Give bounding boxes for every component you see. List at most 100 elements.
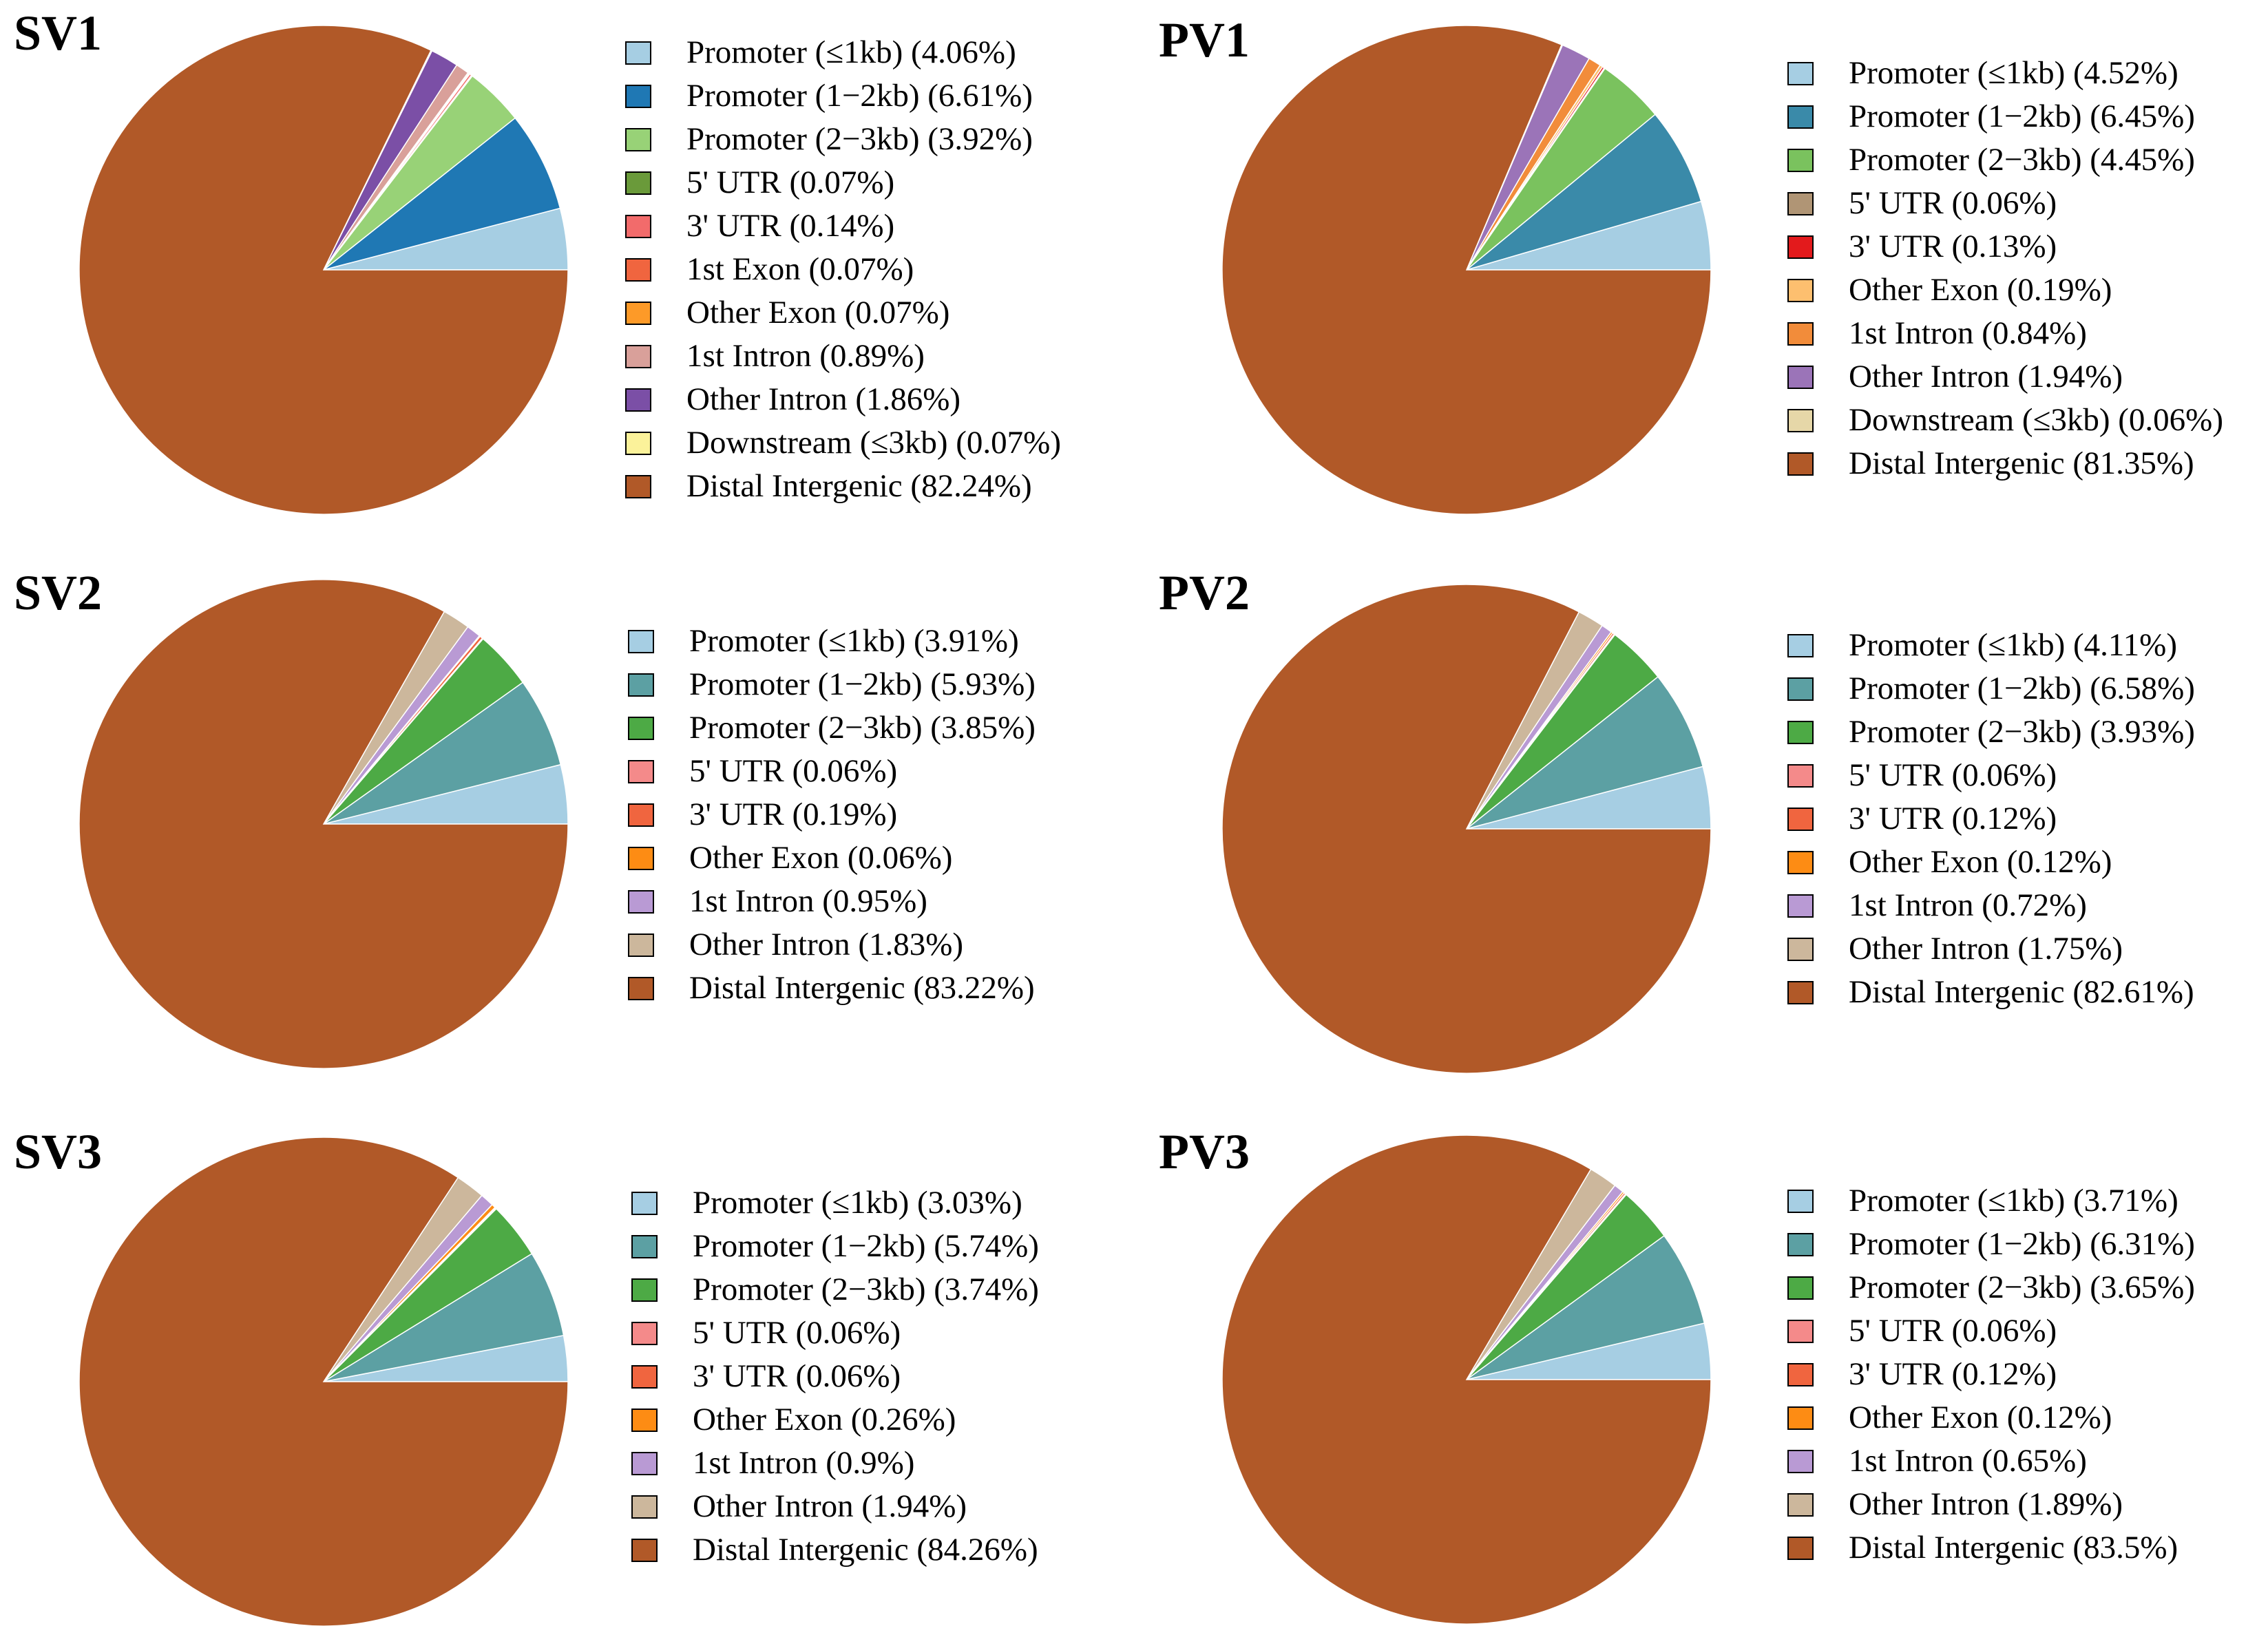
- pie-slices: [78, 25, 569, 515]
- legend-label: Distal Intergenic (84.26%): [693, 1532, 1038, 1568]
- legend-label: 1st Intron (0.65%): [1849, 1443, 2087, 1479]
- legend-item: Promoter (1−2kb) (6.45%): [1787, 98, 2195, 134]
- legend-swatch: [1787, 1493, 1814, 1517]
- legend-label: 5' UTR (0.06%): [693, 1315, 901, 1351]
- pie-slice: [323, 682, 562, 825]
- pie-slice: [1221, 584, 1712, 1074]
- legend-label: Promoter (≤1kb) (3.03%): [693, 1185, 1022, 1221]
- legend-label: 5' UTR (0.07%): [686, 165, 894, 200]
- legend: Promoter (≤1kb) (3.91%) Promoter (1−2kb) …: [628, 623, 1036, 1006]
- legend-item: Distal Intergenic (83.5%): [1787, 1530, 2178, 1565]
- legend-item: Distal Intergenic (84.26%): [631, 1532, 1038, 1568]
- legend-swatch: [1787, 938, 1814, 961]
- legend-item: Distal Intergenic (81.35%): [1787, 445, 2194, 481]
- legend-item: Other Intron (1.94%): [1787, 359, 2123, 394]
- panel-title: SV1: [14, 6, 102, 61]
- legend-swatch: [628, 803, 654, 827]
- pie-slice: [323, 1253, 565, 1382]
- legend-label: 1st Intron (0.9%): [693, 1445, 914, 1481]
- legend-item: Promoter (2−3kb) (3.74%): [631, 1272, 1039, 1307]
- legend-item: 1st Intron (0.65%): [1787, 1443, 2087, 1479]
- legend-label: Promoter (2−3kb) (3.65%): [1849, 1269, 2195, 1305]
- legend-swatch: [1787, 1276, 1814, 1300]
- legend-item: 3' UTR (0.14%): [625, 208, 894, 244]
- legend-swatch: [631, 1278, 658, 1302]
- panel-title: PV1: [1159, 12, 1250, 67]
- pie-slice: [78, 1137, 569, 1627]
- legend-swatch: [628, 673, 654, 697]
- legend-swatch: [628, 977, 654, 1000]
- legend-swatch: [1787, 366, 1814, 389]
- legend-label: Downstream (≤3kb) (0.06%): [1849, 402, 2223, 438]
- legend-item: Promoter (≤1kb) (4.11%): [1787, 627, 2177, 663]
- legend-label: Promoter (≤1kb) (3.71%): [1849, 1183, 2178, 1219]
- legend-swatch: [1787, 105, 1814, 129]
- legend-item: Other Exon (0.12%): [1787, 1400, 2112, 1435]
- legend-item: 5' UTR (0.06%): [631, 1315, 901, 1351]
- legend-swatch: [625, 215, 651, 238]
- legend-swatch: [631, 1365, 658, 1389]
- legend-swatch: [625, 258, 651, 282]
- panel-title: SV2: [14, 565, 102, 620]
- legend-label: Promoter (1−2kb) (5.74%): [693, 1228, 1039, 1264]
- pie-slices: [1221, 1135, 1712, 1625]
- legend-label: Promoter (2−3kb) (3.74%): [693, 1272, 1039, 1307]
- legend-label: 3' UTR (0.06%): [693, 1358, 901, 1394]
- legend-item: Promoter (≤1kb) (4.52%): [1787, 55, 2178, 91]
- legend-label: Other Exon (0.06%): [689, 840, 952, 876]
- legend-label: Promoter (2−3kb) (3.85%): [689, 710, 1036, 746]
- legend-swatch: [1787, 1450, 1814, 1473]
- legend-item: Other Exon (0.12%): [1787, 844, 2112, 880]
- legend-label: Promoter (≤1kb) (4.52%): [1849, 55, 2178, 91]
- legend-swatch: [625, 432, 651, 455]
- legend-swatch: [1787, 149, 1814, 172]
- legend-swatch: [628, 760, 654, 783]
- panel-title: PV2: [1159, 565, 1250, 620]
- legend-item: Distal Intergenic (82.24%): [625, 468, 1032, 504]
- legend-swatch: [1787, 279, 1814, 302]
- legend-label: Other Exon (0.12%): [1849, 1400, 2112, 1435]
- pie-slices: [78, 1137, 569, 1627]
- legend-swatch: [631, 1539, 658, 1562]
- legend-swatch: [1787, 677, 1814, 701]
- legend-item: 1st Intron (0.84%): [1787, 315, 2087, 351]
- legend-label: Promoter (1−2kb) (5.93%): [689, 666, 1036, 702]
- legend-item: Promoter (2−3kb) (3.93%): [1787, 714, 2195, 750]
- legend-label: 3' UTR (0.12%): [1849, 801, 2057, 836]
- legend: Promoter (≤1kb) (4.52%) Promoter (1−2kb) …: [1787, 55, 2223, 481]
- panel-pv2: PV2 Promoter (≤1kb) (4.11%) Promoter (1−2…: [1159, 565, 2195, 1074]
- pie-slices: [1221, 584, 1712, 1074]
- legend-label: Distal Intergenic (82.61%): [1849, 974, 2194, 1010]
- panel-pv1: PV1 Promoter (≤1kb) (4.52%) Promoter (1−2…: [1159, 12, 2223, 515]
- legend-swatch: [1787, 721, 1814, 744]
- legend-label: 5' UTR (0.06%): [689, 753, 897, 789]
- legend-item: Downstream (≤3kb) (0.06%): [1787, 402, 2223, 438]
- legend-swatch: [1787, 1363, 1814, 1386]
- legend-item: 5' UTR (0.06%): [1787, 757, 2057, 793]
- legend-label: 5' UTR (0.06%): [1849, 757, 2057, 793]
- legend-label: 3' UTR (0.14%): [686, 208, 894, 244]
- legend-item: Promoter (2−3kb) (3.92%): [625, 121, 1033, 157]
- legend-label: Promoter (≤1kb) (4.06%): [686, 34, 1016, 70]
- legend-label: 1st Intron (0.95%): [689, 883, 927, 919]
- legend-item: Other Intron (1.89%): [1787, 1486, 2123, 1522]
- legend-swatch: [1787, 322, 1814, 346]
- legend-label: Other Exon (0.26%): [693, 1402, 956, 1437]
- legend-item: 5' UTR (0.06%): [1787, 185, 2057, 221]
- legend-swatch: [631, 1322, 658, 1345]
- legend-label: 1st Exon (0.07%): [686, 251, 914, 287]
- legend-label: Other Exon (0.12%): [1849, 844, 2112, 880]
- legend-item: Other Intron (1.94%): [631, 1488, 967, 1524]
- pie-slice: [78, 25, 569, 515]
- legend-label: Distal Intergenic (83.5%): [1849, 1530, 2178, 1565]
- legend-swatch: [1787, 192, 1814, 215]
- legend-swatch: [1787, 1537, 1814, 1560]
- legend-swatch: [1787, 808, 1814, 831]
- legend-swatch: [1787, 764, 1814, 788]
- legend-label: 1st Intron (0.84%): [1849, 315, 2087, 351]
- legend-label: 5' UTR (0.06%): [1849, 1313, 2057, 1349]
- legend-item: Promoter (1−2kb) (6.58%): [1787, 671, 2195, 706]
- panel-sv1: SV1 Promoter (≤1kb) (4.06%) Promoter (1−2…: [14, 6, 1061, 515]
- legend-label: Promoter (≤1kb) (3.91%): [689, 623, 1019, 659]
